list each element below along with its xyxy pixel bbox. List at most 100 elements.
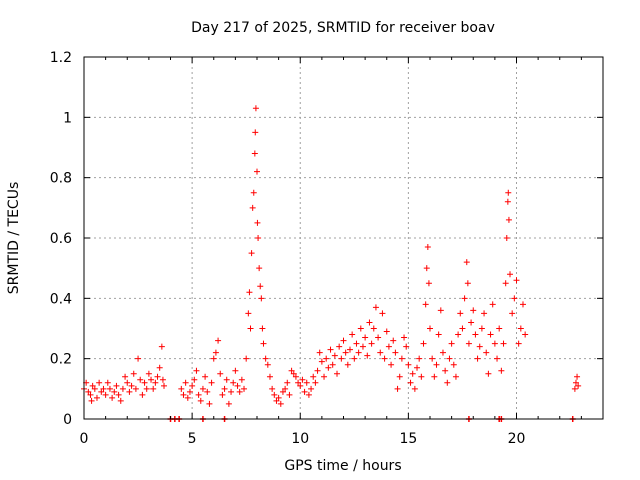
data-point [425,280,432,287]
data-point [575,382,582,389]
data-point [331,352,338,359]
data-point [252,129,259,136]
data-point [314,367,321,374]
x-tick-label: 5 [188,431,197,447]
data-point [357,325,364,332]
grid-lines [84,57,603,419]
data-point [336,343,343,350]
data-point [346,346,353,353]
data-point [437,307,444,314]
data-point [195,391,202,398]
data-point [247,325,254,332]
data-point [329,361,336,368]
data-point [215,337,222,344]
data-point [502,280,509,287]
data-point [414,364,421,371]
data-point [301,388,308,395]
data-point [290,370,297,377]
data-point [137,376,144,383]
data-point [396,373,403,380]
data-point [193,367,200,374]
data-point [574,373,581,380]
data-point [385,343,392,350]
data-point [351,355,358,362]
data-point [93,394,100,401]
data-point [342,349,349,356]
data-point [106,385,113,392]
data-point [494,355,501,362]
data-point [259,325,266,332]
data-point [442,367,449,374]
data-point [398,355,405,362]
data-point [232,367,239,374]
data-point [113,382,120,389]
data-point [327,346,334,353]
data-point [178,385,185,392]
data-point [478,325,485,332]
data-point [88,397,95,404]
data-point [375,334,382,341]
data-point [156,364,163,371]
data-point [124,379,131,386]
x-axis-label: GPS time / hours [284,458,401,474]
data-point [321,373,328,380]
data-point [135,355,142,362]
data-point [219,391,226,398]
data-point [431,373,438,380]
data-point [485,370,492,377]
data-point [340,337,347,344]
data-point [100,385,107,392]
data-point [496,325,503,332]
y-tick-label: 0 [63,412,72,428]
data-point [303,379,310,386]
data-point [236,388,243,395]
data-point [206,400,213,407]
data-point [186,388,193,395]
data-point [457,310,464,317]
data-point [483,349,490,356]
data-point [461,295,468,302]
data-point [204,388,211,395]
data-point [388,361,395,368]
data-point [102,391,109,398]
data-point [295,379,302,386]
data-point [571,385,578,392]
data-point [481,310,488,317]
y-tick-label: 0.2 [50,352,72,368]
data-point [500,340,507,347]
data-point [355,349,362,356]
data-point [429,355,436,362]
data-point [519,301,526,308]
data-point [489,301,496,308]
data-point [472,331,479,338]
data-point [158,343,165,350]
data-point [258,295,265,302]
data-point [503,235,510,241]
data-point [325,364,332,371]
data-point [145,370,152,377]
y-tick-label: 1.2 [50,50,72,66]
data-point [381,355,388,362]
data-point [450,361,457,368]
data-point [394,385,401,392]
data-point [243,355,250,362]
data-point [275,394,282,401]
data-point [109,394,116,401]
data-point [180,391,187,398]
data-point [128,382,135,389]
data-point [353,340,360,347]
data-point [139,391,146,398]
data-point [509,310,516,317]
data-point [403,343,410,350]
data-point [288,367,295,374]
data-point [249,204,256,211]
data-point [117,397,124,404]
data-point [248,250,255,257]
data-point [310,373,317,380]
data-point [182,379,189,386]
data-point [141,379,148,386]
data-point [308,385,315,392]
data-point [260,340,267,347]
data-point [370,325,377,332]
